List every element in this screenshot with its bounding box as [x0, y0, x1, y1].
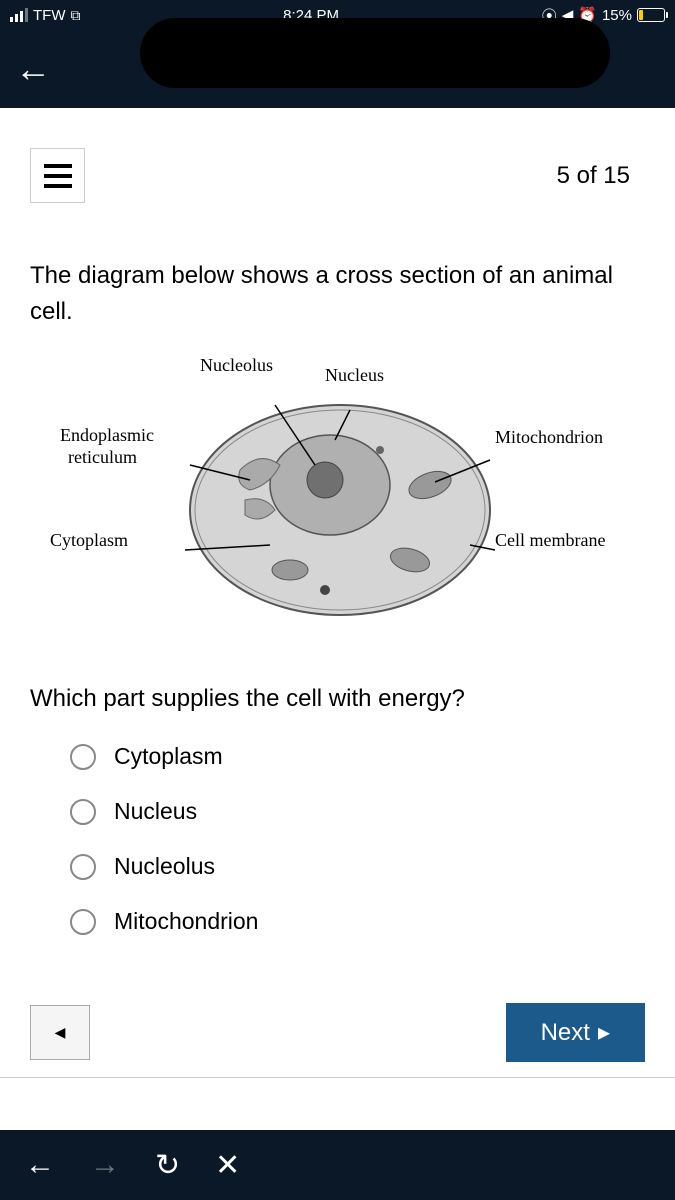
- label-membrane: Cell membrane: [495, 530, 605, 551]
- next-button[interactable]: Next ▸: [506, 1003, 645, 1062]
- quiz-nav: ◀ Next ▸: [0, 983, 675, 1078]
- browser-toolbar: ← → ↻ ✕: [0, 1130, 675, 1200]
- label-er-2: reticulum: [68, 447, 137, 468]
- label-mito: Mitochondrion: [495, 427, 603, 448]
- radio-icon: [70, 799, 96, 825]
- menu-button[interactable]: [30, 148, 85, 203]
- app-header: ←: [0, 30, 675, 108]
- cell-svg: [180, 390, 500, 630]
- browser-forward-icon[interactable]: →: [90, 1148, 120, 1182]
- back-button[interactable]: ←: [15, 48, 51, 90]
- question-text: Which part supplies the cell with energy…: [30, 685, 645, 713]
- prev-button[interactable]: ◀: [30, 1005, 90, 1060]
- signal-icon: [10, 8, 28, 22]
- label-er-1: Endoplasmic: [60, 425, 154, 446]
- redacted-title: [140, 18, 610, 88]
- label-cyto: Cytoplasm: [50, 530, 128, 551]
- radio-icon: [70, 744, 96, 770]
- wifi-icon: ⧉: [70, 7, 80, 24]
- question-prompt: The diagram below shows a cross section …: [30, 258, 645, 330]
- options-list: Cytoplasm Nucleus Nucleolus Mitochondrio…: [30, 743, 645, 935]
- option-label: Mitochondrion: [114, 908, 258, 935]
- browser-back-icon[interactable]: ←: [25, 1148, 55, 1182]
- browser-close-icon[interactable]: ✕: [215, 1148, 240, 1183]
- radio-icon: [70, 909, 96, 935]
- radio-icon: [70, 854, 96, 880]
- carrier-label: TFW: [33, 7, 65, 24]
- next-label: Next: [541, 1019, 590, 1047]
- option-label: Cytoplasm: [114, 743, 223, 770]
- battery-percent: 15%: [602, 7, 632, 24]
- browser-reload-icon[interactable]: ↻: [155, 1148, 180, 1183]
- content: 5 of 15 The diagram below shows a cross …: [0, 108, 675, 983]
- option-label: Nucleolus: [114, 853, 215, 880]
- label-nucleus: Nucleus: [325, 365, 384, 386]
- option-mitochondrion[interactable]: Mitochondrion: [70, 908, 645, 935]
- option-label: Nucleus: [114, 798, 197, 825]
- battery-icon: [637, 8, 665, 22]
- option-nucleolus[interactable]: Nucleolus: [70, 853, 645, 880]
- status-left: TFW ⧉: [10, 7, 80, 24]
- cell-diagram: Nucleolus Nucleus Endoplasmic reticulum …: [30, 355, 645, 655]
- option-cytoplasm[interactable]: Cytoplasm: [70, 743, 645, 770]
- chevron-right-icon: ▸: [598, 1018, 610, 1047]
- progress-label: 5 of 15: [557, 162, 645, 190]
- option-nucleus[interactable]: Nucleus: [70, 798, 645, 825]
- label-nucleolus: Nucleolus: [200, 355, 273, 376]
